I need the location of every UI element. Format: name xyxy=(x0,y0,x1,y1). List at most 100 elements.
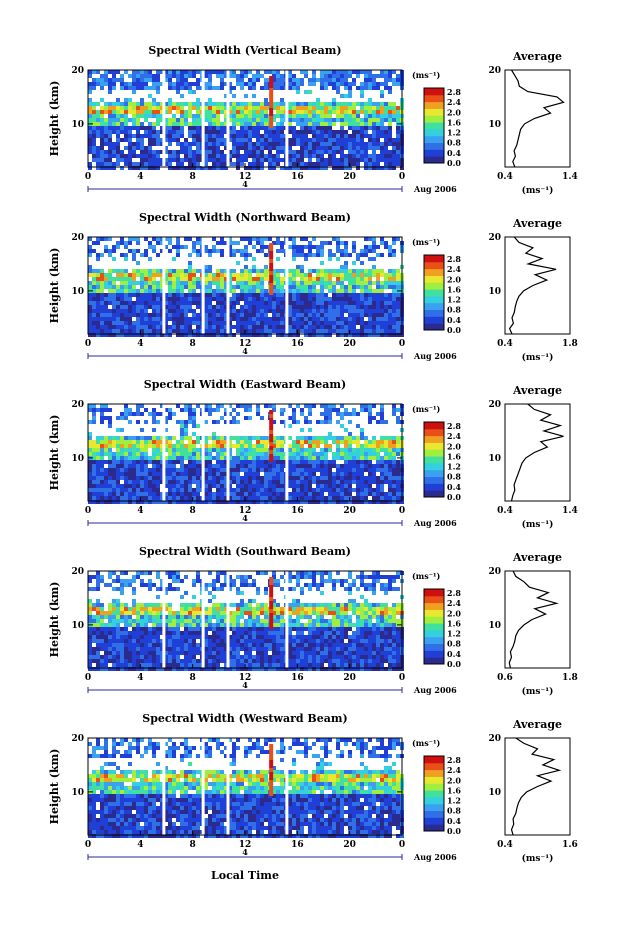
panel-title: Spectral Width (Northward Beam) xyxy=(139,211,351,224)
streak-cell xyxy=(269,418,274,422)
average-title: Average xyxy=(512,718,562,731)
streak-cell xyxy=(269,621,274,625)
streak-cell xyxy=(269,625,274,629)
panel-2: Spectral Width (Eastward Beam) 0 4 8 12 16 20 0… xyxy=(48,378,578,530)
x-tick-label: 12 xyxy=(239,506,252,516)
colorbar-swatch xyxy=(424,122,444,130)
y-tick-label: 20 xyxy=(71,400,84,410)
y-tick-label: 20 xyxy=(71,734,84,744)
x-tick-label: 20 xyxy=(343,172,356,182)
day-label: 4 xyxy=(242,179,248,189)
streak-cell xyxy=(269,605,274,609)
x-tick-label: 12 xyxy=(239,172,252,182)
streak-cell xyxy=(269,748,274,752)
streak-cell xyxy=(269,609,274,613)
average-y-tick-label: 10 xyxy=(488,287,501,297)
colorbar-swatch xyxy=(424,790,444,798)
x-tick-label: 8 xyxy=(190,172,196,182)
average-x-tick-label: 0.6 xyxy=(497,673,513,683)
streak-cell xyxy=(269,788,274,792)
colorbar-tick-label: 0.8 xyxy=(447,806,461,816)
colorbar-swatch xyxy=(424,756,444,764)
colorbar-swatch xyxy=(424,282,444,290)
x-tick-label: 0 xyxy=(399,506,405,516)
colorbar-tick-label: 2.0 xyxy=(447,274,461,284)
average-unit: (ms⁻¹) xyxy=(522,185,554,196)
data-gap xyxy=(162,70,166,167)
average-x-tick-label: 0.4 xyxy=(497,840,513,850)
colorbar-swatch xyxy=(424,824,444,832)
x-tick-label: 20 xyxy=(343,840,356,850)
average-y-tick-label: 10 xyxy=(488,120,501,130)
streak-cell xyxy=(269,124,274,128)
day-label: 4 xyxy=(242,847,248,857)
colorbar-tick-label: 0.8 xyxy=(447,639,461,649)
x-tick-label: 20 xyxy=(343,506,356,516)
colorbar-swatch xyxy=(424,255,444,263)
x-tick-label: 4 xyxy=(137,506,143,516)
colorbar-unit: (ms⁻¹) xyxy=(412,404,440,414)
colorbar-swatch xyxy=(424,456,444,464)
average-y-tick-label: 20 xyxy=(488,233,501,243)
streak-cell xyxy=(269,760,274,764)
x-tick-label: 0 xyxy=(399,172,405,182)
colorbar-swatch xyxy=(424,650,444,658)
data-gap xyxy=(285,404,289,501)
streak-cell xyxy=(269,426,274,430)
streak-cell xyxy=(269,112,274,116)
colorbar-unit: (ms⁻¹) xyxy=(412,70,440,80)
colorbar-swatch xyxy=(424,115,444,123)
streak-cell xyxy=(269,271,274,275)
colorbar-tick-label: 0.4 xyxy=(447,816,461,826)
data-gap xyxy=(226,571,230,668)
data-gap xyxy=(162,738,166,835)
data-gap xyxy=(285,738,289,835)
date-label: Aug 2006 xyxy=(413,685,457,695)
colorbar-tick-label: 0.0 xyxy=(447,492,461,502)
colorbar-tick-label: 2.4 xyxy=(447,765,461,775)
average-frame xyxy=(504,737,571,836)
data-gap xyxy=(162,404,166,501)
streak-cell xyxy=(269,96,274,100)
streak-cell xyxy=(269,279,274,283)
average-title: Average xyxy=(512,551,562,564)
streak-cell xyxy=(269,589,274,593)
streak-cell xyxy=(269,291,274,295)
colorbar-unit: (ms⁻¹) xyxy=(412,237,440,247)
panel-3: Spectral Width (Southward Beam) 0 4 8 12 16 20… xyxy=(48,545,578,697)
data-gap xyxy=(226,237,230,334)
average-line xyxy=(508,236,557,335)
day-label: 4 xyxy=(242,346,248,356)
colorbar-tick-label: 1.6 xyxy=(447,451,461,461)
streak-cell xyxy=(269,287,274,291)
colorbar-tick-label: 2.4 xyxy=(447,97,461,107)
colorbar-tick-label: 1.2 xyxy=(447,295,461,305)
streak-cell xyxy=(269,259,274,263)
colorbar-tick-label: 2.4 xyxy=(447,598,461,608)
colorbar-swatch xyxy=(424,616,444,624)
heatmap-cells xyxy=(88,237,404,337)
colorbar-tick-label: 2.8 xyxy=(447,421,461,431)
streak-cell xyxy=(269,764,274,768)
data-gap xyxy=(226,404,230,501)
average-x-tick-label: 1.4 xyxy=(562,506,578,516)
streak-cell xyxy=(269,104,274,108)
colorbar-tick-label: 1.2 xyxy=(447,629,461,639)
colorbar-swatch xyxy=(424,101,444,109)
streak-cell xyxy=(269,430,274,434)
colorbar-swatch xyxy=(424,609,444,617)
x-tick-label: 16 xyxy=(291,840,304,850)
streak-cell xyxy=(269,450,274,454)
colorbar-swatch xyxy=(424,803,444,812)
colorbar-tick-label: 1.6 xyxy=(447,618,461,628)
x-tick-label: 0 xyxy=(399,840,405,850)
colorbar-tick-label: 2.4 xyxy=(447,264,461,274)
streak-cell xyxy=(269,283,274,287)
x-tick-label: 0 xyxy=(85,172,91,182)
data-gap xyxy=(201,738,205,835)
average-x-tick-label: 1.8 xyxy=(562,673,578,683)
streak-cell xyxy=(269,780,274,784)
colorbar-tick-label: 2.8 xyxy=(447,588,461,598)
average-y-tick-label: 20 xyxy=(488,734,501,744)
average-title: Average xyxy=(512,217,562,230)
